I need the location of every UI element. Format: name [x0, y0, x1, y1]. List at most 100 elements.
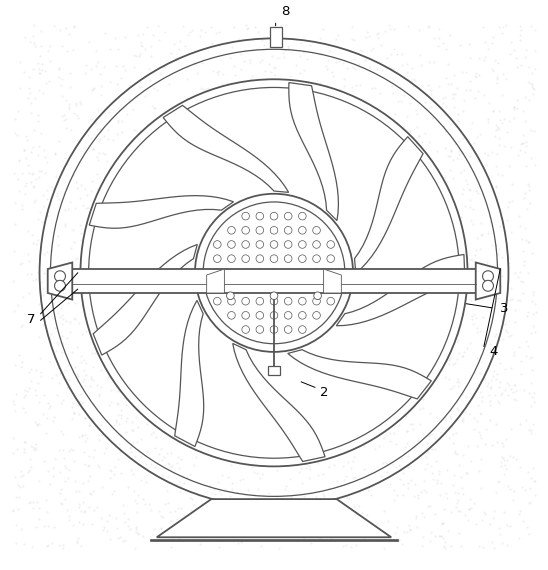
Point: [117, 127, 126, 136]
Point: [517, 276, 526, 286]
Point: [57, 399, 66, 408]
Point: [139, 231, 148, 240]
Point: [209, 306, 218, 315]
Point: [161, 499, 169, 508]
Point: [155, 69, 164, 78]
Point: [21, 385, 30, 394]
Point: [173, 56, 182, 65]
Point: [471, 251, 480, 260]
Point: [79, 507, 88, 516]
Point: [204, 83, 213, 92]
Point: [124, 233, 133, 242]
Point: [101, 339, 110, 348]
Point: [239, 83, 248, 92]
Point: [216, 136, 225, 145]
Point: [334, 434, 343, 443]
Point: [458, 450, 467, 459]
Point: [175, 477, 184, 486]
Point: [486, 212, 495, 221]
Point: [456, 507, 465, 516]
Point: [94, 435, 103, 444]
Point: [466, 215, 475, 225]
Point: [253, 421, 262, 430]
Point: [250, 193, 259, 202]
Point: [60, 270, 68, 279]
Point: [461, 68, 470, 77]
Point: [134, 530, 143, 539]
Point: [321, 83, 329, 92]
Point: [33, 421, 42, 430]
Point: [529, 321, 538, 330]
Point: [424, 22, 432, 31]
Point: [529, 397, 538, 406]
Point: [95, 235, 104, 245]
Point: [530, 84, 539, 93]
Point: [159, 228, 168, 237]
Point: [287, 267, 296, 276]
Point: [390, 350, 398, 359]
Point: [68, 402, 77, 412]
Point: [220, 359, 229, 368]
Point: [426, 292, 435, 301]
Point: [136, 40, 145, 49]
Point: [187, 248, 196, 257]
Point: [75, 502, 84, 511]
Point: [88, 176, 96, 185]
Point: [349, 519, 357, 528]
Point: [192, 363, 201, 372]
Point: [36, 68, 44, 78]
Point: [33, 379, 42, 388]
Point: [185, 290, 194, 299]
Point: [503, 520, 512, 529]
Point: [329, 417, 338, 426]
Point: [264, 398, 273, 408]
Point: [131, 495, 140, 504]
Point: [471, 187, 480, 196]
Point: [73, 370, 82, 379]
Point: [231, 296, 239, 306]
Point: [202, 390, 211, 400]
Point: [130, 231, 139, 240]
Point: [282, 496, 291, 506]
Point: [88, 295, 97, 304]
Point: [531, 161, 540, 170]
Point: [323, 511, 332, 520]
Point: [105, 474, 114, 483]
Point: [124, 515, 133, 524]
Point: [203, 323, 212, 332]
Point: [363, 198, 372, 207]
Point: [299, 169, 308, 178]
Circle shape: [203, 202, 345, 344]
Point: [150, 377, 158, 386]
Point: [214, 115, 222, 124]
Point: [72, 254, 81, 263]
Point: [194, 508, 203, 517]
Point: [175, 45, 184, 54]
Point: [435, 491, 444, 500]
Point: [323, 444, 332, 453]
Point: [277, 340, 286, 349]
Point: [64, 474, 72, 483]
Point: [531, 300, 540, 309]
Point: [267, 425, 276, 434]
Point: [332, 254, 341, 263]
Point: [158, 336, 167, 345]
Point: [395, 399, 404, 408]
Point: [397, 454, 406, 463]
Point: [447, 542, 455, 551]
Point: [278, 215, 287, 225]
Point: [125, 82, 134, 91]
Point: [297, 458, 306, 467]
Point: [129, 426, 138, 435]
Point: [505, 521, 514, 530]
Point: [431, 445, 439, 454]
Point: [330, 461, 339, 470]
Point: [524, 181, 533, 190]
Point: [275, 218, 283, 227]
Point: [526, 484, 534, 493]
Point: [199, 197, 208, 206]
Point: [272, 86, 281, 95]
Point: [311, 408, 319, 417]
Point: [455, 149, 464, 158]
Point: [413, 147, 421, 156]
